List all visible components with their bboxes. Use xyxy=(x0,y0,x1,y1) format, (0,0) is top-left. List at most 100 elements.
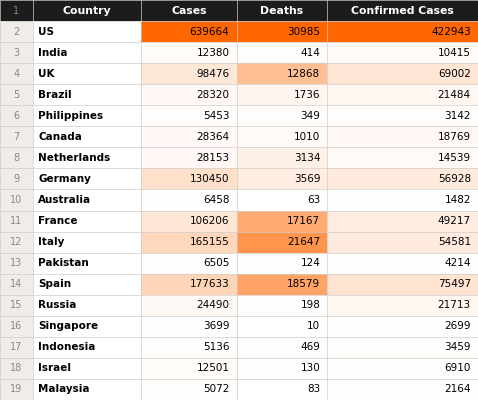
Text: 639664: 639664 xyxy=(190,26,229,36)
Text: 6: 6 xyxy=(13,111,19,121)
Bar xyxy=(0,147,33,168)
Text: 24490: 24490 xyxy=(196,300,229,310)
Text: 10: 10 xyxy=(10,195,22,205)
Text: 16: 16 xyxy=(10,321,22,331)
Bar xyxy=(0,21,33,42)
Text: US: US xyxy=(38,26,54,36)
Bar xyxy=(327,379,478,400)
Bar xyxy=(0,295,33,316)
Text: Country: Country xyxy=(63,6,111,16)
Bar xyxy=(141,274,237,295)
Bar xyxy=(0,190,33,210)
Bar xyxy=(0,358,33,379)
Text: 124: 124 xyxy=(300,258,320,268)
Text: 14: 14 xyxy=(10,279,22,289)
Bar xyxy=(327,210,478,232)
Text: 1010: 1010 xyxy=(294,132,320,142)
Text: 12380: 12380 xyxy=(196,48,229,58)
Text: Germany: Germany xyxy=(38,174,91,184)
Text: 28153: 28153 xyxy=(196,153,229,163)
Bar xyxy=(237,210,327,232)
Bar xyxy=(327,316,478,337)
Text: Canada: Canada xyxy=(38,132,82,142)
Bar xyxy=(0,126,33,147)
Text: 3699: 3699 xyxy=(203,321,229,331)
Text: 6910: 6910 xyxy=(445,364,471,374)
Text: 10: 10 xyxy=(307,321,320,331)
Text: 4214: 4214 xyxy=(445,258,471,268)
Text: 11: 11 xyxy=(10,216,22,226)
Bar xyxy=(0,168,33,190)
Text: 12501: 12501 xyxy=(196,364,229,374)
Bar xyxy=(0,0,33,21)
Bar xyxy=(237,253,327,274)
Text: 6505: 6505 xyxy=(203,258,229,268)
Bar xyxy=(0,274,33,295)
Bar xyxy=(327,84,478,105)
Bar xyxy=(327,190,478,210)
Text: 3459: 3459 xyxy=(445,342,471,352)
Bar xyxy=(141,84,237,105)
Text: 63: 63 xyxy=(307,195,320,205)
Text: 198: 198 xyxy=(300,300,320,310)
Text: 21647: 21647 xyxy=(287,237,320,247)
Text: 21713: 21713 xyxy=(438,300,471,310)
Bar xyxy=(327,42,478,63)
Bar xyxy=(141,379,237,400)
Text: 2164: 2164 xyxy=(445,384,471,394)
Text: 5072: 5072 xyxy=(203,384,229,394)
Text: 3: 3 xyxy=(13,48,19,58)
Text: 6458: 6458 xyxy=(203,195,229,205)
Text: 18769: 18769 xyxy=(438,132,471,142)
Bar xyxy=(327,0,478,21)
Text: 30985: 30985 xyxy=(287,26,320,36)
Text: Singapore: Singapore xyxy=(38,321,98,331)
Bar xyxy=(141,295,237,316)
Text: 28364: 28364 xyxy=(196,132,229,142)
Bar xyxy=(237,295,327,316)
Bar xyxy=(141,210,237,232)
Bar xyxy=(141,358,237,379)
Bar xyxy=(141,0,237,21)
Bar xyxy=(33,232,141,253)
Text: 3569: 3569 xyxy=(294,174,320,184)
Bar xyxy=(33,358,141,379)
Text: 5136: 5136 xyxy=(203,342,229,352)
Bar xyxy=(0,379,33,400)
Text: 13: 13 xyxy=(10,258,22,268)
Bar xyxy=(237,274,327,295)
Bar xyxy=(327,105,478,126)
Text: 83: 83 xyxy=(307,384,320,394)
Text: 8: 8 xyxy=(13,153,19,163)
Bar xyxy=(327,21,478,42)
Text: 17167: 17167 xyxy=(287,216,320,226)
Text: Netherlands: Netherlands xyxy=(38,153,110,163)
Text: 4: 4 xyxy=(13,69,19,79)
Bar xyxy=(33,126,141,147)
Bar xyxy=(33,295,141,316)
Bar xyxy=(237,105,327,126)
Text: 69002: 69002 xyxy=(438,69,471,79)
Bar xyxy=(237,21,327,42)
Bar xyxy=(33,21,141,42)
Text: France: France xyxy=(38,216,78,226)
Bar xyxy=(141,147,237,168)
Text: 1736: 1736 xyxy=(294,90,320,100)
Bar xyxy=(141,105,237,126)
Bar xyxy=(0,253,33,274)
Bar xyxy=(33,190,141,210)
Bar xyxy=(0,210,33,232)
Text: 414: 414 xyxy=(300,48,320,58)
Text: 18: 18 xyxy=(10,364,22,374)
Text: Australia: Australia xyxy=(38,195,91,205)
Text: Russia: Russia xyxy=(38,300,76,310)
Text: 165155: 165155 xyxy=(190,237,229,247)
Text: Brazil: Brazil xyxy=(38,90,72,100)
Bar xyxy=(237,358,327,379)
Text: 5: 5 xyxy=(13,90,20,100)
Bar xyxy=(141,190,237,210)
Text: 177633: 177633 xyxy=(190,279,229,289)
Text: 1: 1 xyxy=(13,6,19,16)
Bar xyxy=(33,210,141,232)
Bar xyxy=(141,253,237,274)
